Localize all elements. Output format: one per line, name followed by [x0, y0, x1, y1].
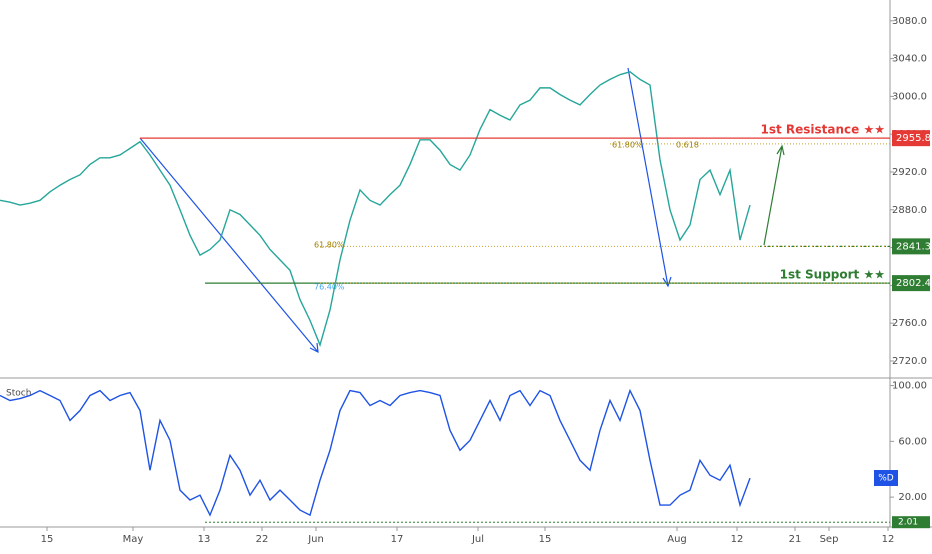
- level-label: 1st Support ★★: [780, 268, 885, 282]
- x-tick-label: Jun: [307, 534, 324, 545]
- series-line: [0, 71, 751, 348]
- stoch-tag: [892, 516, 930, 529]
- x-tick-label: Jul: [471, 534, 484, 545]
- y-tick-label: 2880.0: [892, 205, 927, 216]
- pane-title: Stoch: [6, 389, 31, 399]
- y-tick-label: 20.00: [898, 492, 927, 503]
- stoch-tag-label: 2.01: [898, 518, 918, 528]
- arrow-head: [309, 342, 319, 354]
- fib-label: 61.80%: [314, 241, 345, 250]
- x-tick-label: 15: [41, 534, 54, 545]
- level-label: 1st Resistance ★★: [760, 123, 885, 137]
- y-tick-label: 3080.0: [892, 16, 927, 27]
- x-tick-label: 22: [256, 534, 269, 545]
- arrow: [627, 67, 669, 287]
- price-tag: [892, 130, 930, 147]
- legend-tag: [874, 470, 898, 486]
- fib-label: 61.80%: [612, 141, 643, 150]
- y-tick-label: 100.00: [892, 381, 927, 392]
- x-tick-label: 17: [391, 534, 404, 545]
- arrow: [763, 145, 783, 246]
- arrow-head: [776, 144, 785, 156]
- price-tag-label: 2841.3: [896, 241, 931, 252]
- fib-label: 76.40%: [314, 283, 345, 292]
- x-tick-label: 13: [198, 534, 211, 545]
- y-tick-label: 60.00: [898, 436, 927, 447]
- x-tick-label: May: [123, 534, 144, 545]
- price-tag-label: 2955.8: [896, 133, 931, 144]
- x-tick-label: Sep: [820, 534, 839, 545]
- arrow: [139, 137, 319, 353]
- x-tick-label: 21: [789, 534, 802, 545]
- series-line: [0, 388, 751, 517]
- y-tick-label: 3000.0: [892, 91, 927, 102]
- price-tag: [892, 275, 930, 292]
- legend-label: %D: [878, 474, 894, 484]
- y-tick-label: 2760.0: [892, 318, 927, 329]
- fib-label: 0.618: [676, 141, 699, 150]
- x-tick-label: 15: [539, 534, 552, 545]
- arrow-head: [662, 276, 672, 288]
- x-tick-label: Aug: [667, 534, 687, 545]
- y-tick-label: 3040.0: [892, 54, 927, 65]
- x-tick-label: 12: [882, 534, 895, 545]
- price-tag-label: 2802.4: [896, 278, 931, 289]
- y-tick-label: 2720.0: [892, 356, 927, 367]
- arrows: [139, 67, 785, 354]
- y-tick-label: 2920.0: [892, 167, 927, 178]
- x-tick-label: 12: [731, 534, 744, 545]
- price-tag: [892, 238, 930, 255]
